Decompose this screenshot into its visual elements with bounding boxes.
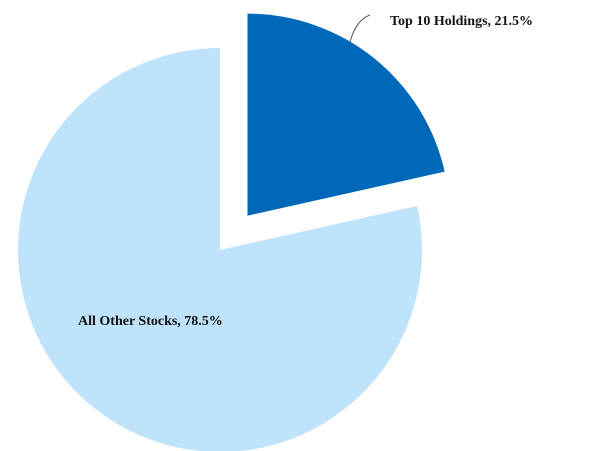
leader-line: [349, 14, 371, 43]
data-label: All Other Stocks, 78.5%: [78, 314, 223, 329]
pie-slice: [18, 48, 422, 451]
data-label: Top 10 Holdings, 21.5%: [390, 14, 533, 29]
pie-slice: [247, 13, 445, 216]
